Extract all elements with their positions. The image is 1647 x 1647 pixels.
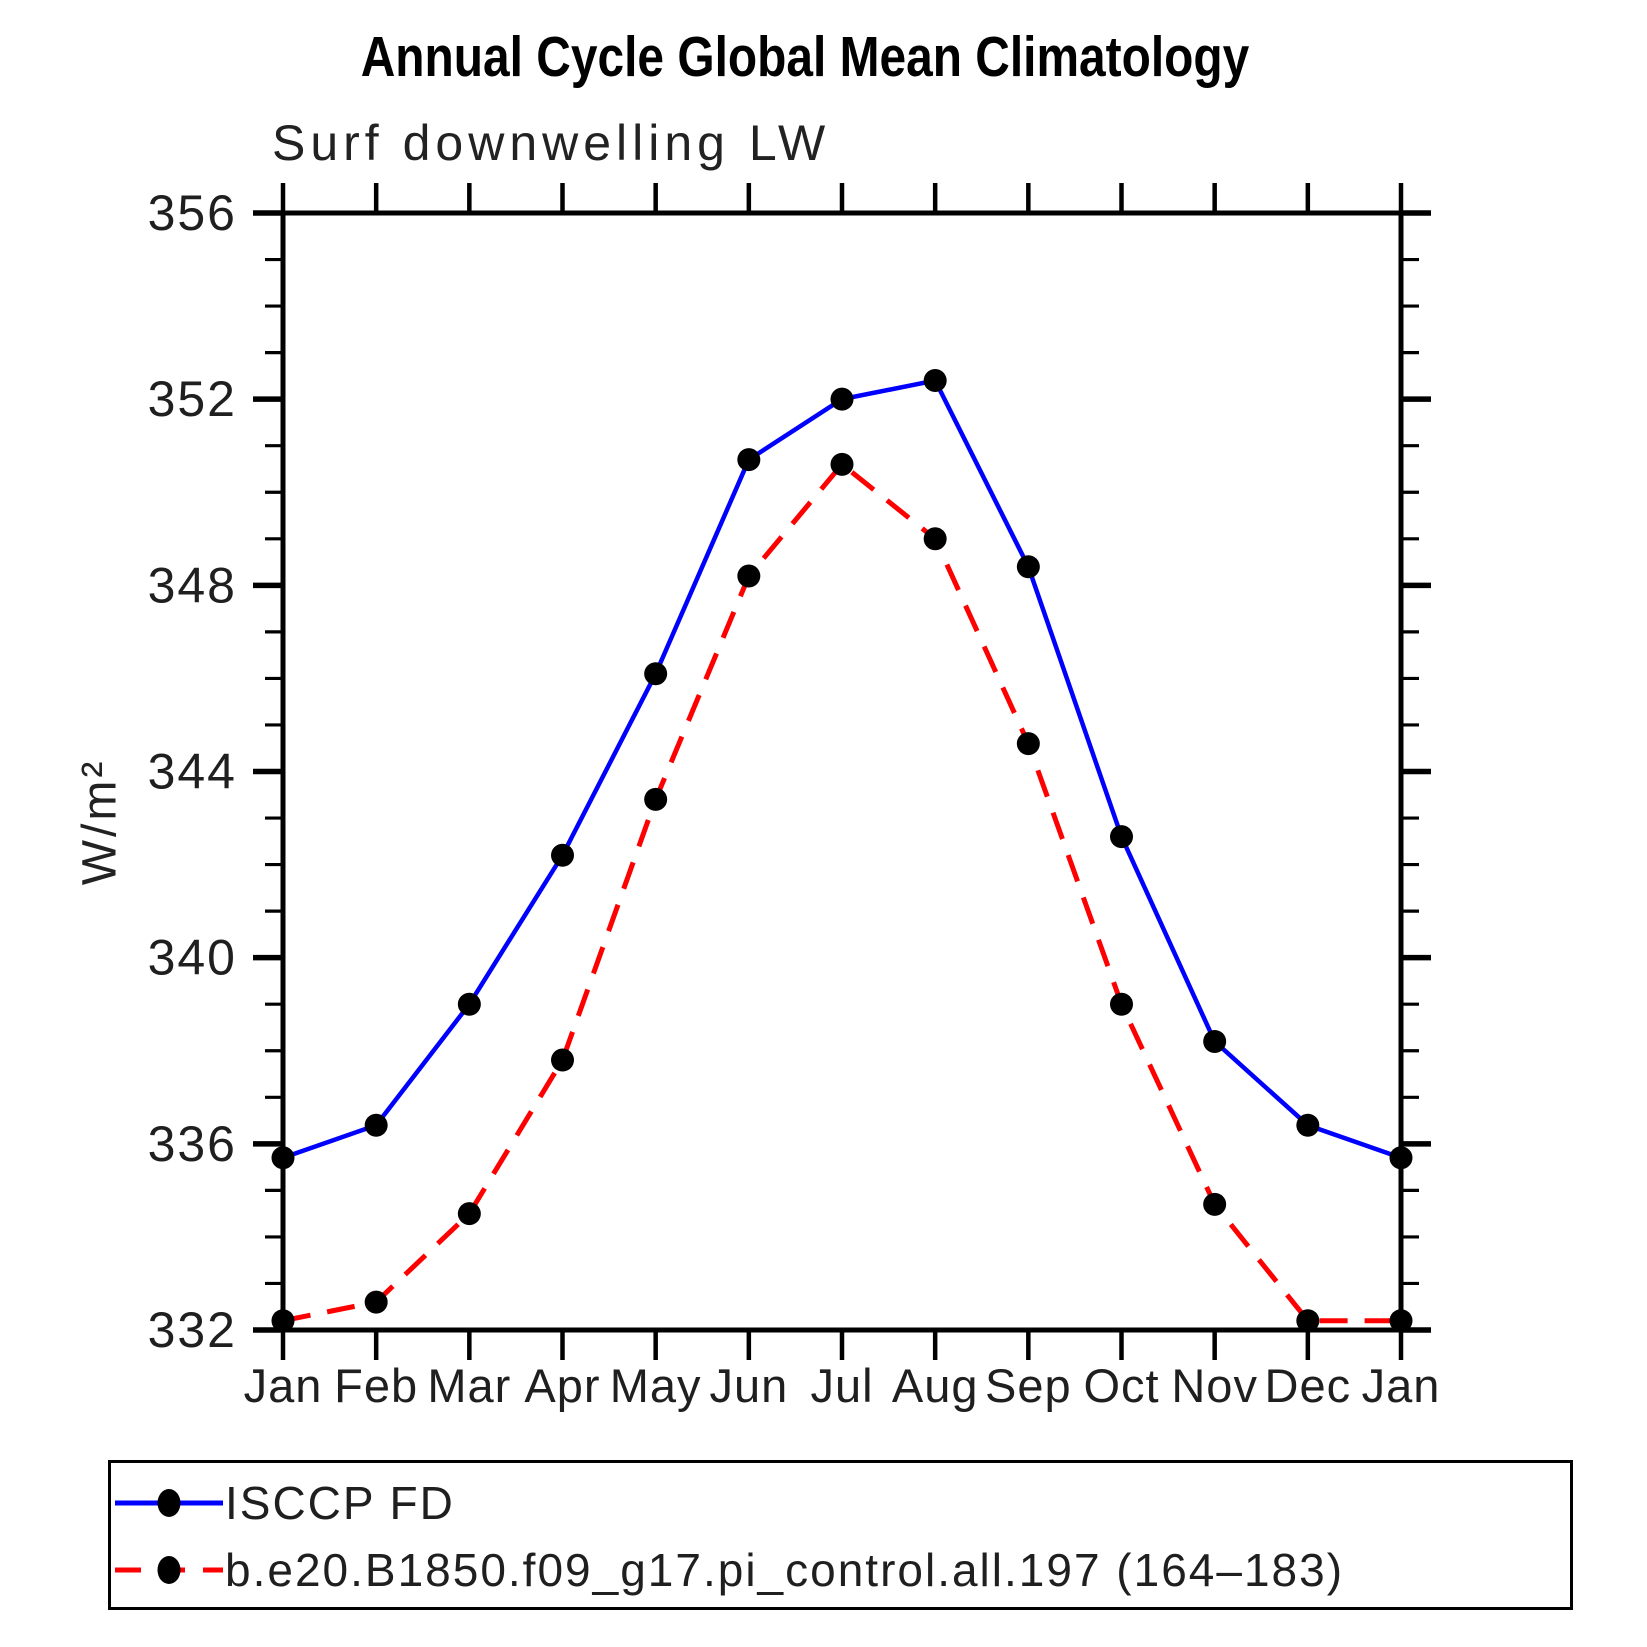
x-tick-label: Jan — [244, 1359, 323, 1412]
x-tick-label: Dec — [1265, 1359, 1352, 1412]
plot-frame — [280, 210, 1404, 1333]
legend-row: ISCCP FD — [115, 1477, 455, 1529]
data-point-marker — [1016, 555, 1040, 579]
x-tick-label: Apr — [524, 1359, 600, 1412]
y-tick-label: 336 — [148, 1116, 237, 1172]
legend-row: b.e20.B1850.f09_g17.pi_control.all.197 (… — [115, 1544, 1344, 1596]
data-point-marker — [1389, 1309, 1413, 1333]
data-point-marker — [1110, 992, 1133, 1016]
data-point-marker — [457, 992, 481, 1016]
y-tick-label: 352 — [148, 371, 237, 427]
y-axis-ticks — [253, 210, 1431, 1333]
data-point-marker — [1296, 1113, 1320, 1137]
y-tick-label: 356 — [148, 185, 237, 241]
legend-sample — [115, 1483, 223, 1523]
series-0 — [271, 369, 1413, 1170]
x-tick-label: Jan — [1362, 1359, 1441, 1412]
data-point-marker — [923, 527, 947, 551]
y-tick-label: 348 — [148, 557, 237, 613]
data-point-marker — [1203, 1192, 1227, 1216]
data-point-marker — [1016, 732, 1040, 756]
data-point-marker — [551, 1048, 574, 1072]
legend-label: ISCCP FD — [225, 1477, 455, 1529]
x-tick-label: Mar — [427, 1359, 511, 1412]
data-point-marker — [1203, 1029, 1227, 1053]
data-point-marker — [644, 787, 668, 811]
y-tick-label: 344 — [148, 744, 237, 800]
data-point-marker — [644, 662, 668, 686]
x-tick-label: Oct — [1083, 1359, 1159, 1412]
data-point-marker — [737, 564, 761, 588]
series-marker-dot-icon — [157, 1489, 181, 1517]
x-tick-label: Sep — [985, 1359, 1072, 1412]
data-point-marker — [1389, 1146, 1413, 1170]
data-point-marker — [923, 369, 947, 393]
y-tick-label: 332 — [148, 1302, 237, 1358]
data-point-marker — [271, 1146, 295, 1170]
data-point-marker — [551, 843, 574, 867]
y-tick-label: 340 — [148, 930, 237, 986]
legend-box: ISCCP FD b.e20.B1850.f09_g17.pi_control.… — [108, 1460, 1573, 1610]
legend-sample — [115, 1550, 223, 1590]
data-point-marker — [1296, 1309, 1320, 1333]
x-tick-label: May — [610, 1359, 702, 1412]
data-point-marker — [737, 448, 761, 472]
legend-label: b.e20.B1850.f09_g17.pi_control.all.197 (… — [225, 1544, 1345, 1596]
chart-subtitle: Surf downwelling LW — [272, 115, 831, 171]
data-point-marker — [830, 452, 854, 476]
data-point-marker — [271, 1309, 295, 1333]
x-tick-label: Nov — [1171, 1359, 1258, 1412]
chart-title: Annual Cycle Global Mean Climatology — [360, 25, 1250, 89]
series-marker-dot-icon — [157, 1556, 181, 1584]
data-point-marker — [364, 1290, 388, 1314]
series-1 — [271, 452, 1413, 1333]
series-line — [282, 460, 1401, 1324]
x-tick-label: Aug — [892, 1359, 979, 1412]
data-point-marker — [1110, 825, 1133, 849]
data-point-marker — [457, 1202, 481, 1226]
x-tick-label: Jun — [709, 1359, 788, 1412]
y-axis-tick-labels: 332 336 340 344 348 352 356 — [148, 185, 237, 1358]
x-tick-label: Jul — [810, 1359, 873, 1412]
series-line — [282, 378, 1402, 1160]
data-point-marker — [830, 387, 854, 411]
data-point-marker — [364, 1113, 388, 1137]
x-axis-tick-labels: Jan Feb Mar Apr May Jun Jul Aug Sep Oct Nov Dec Jan — [244, 1359, 1441, 1412]
x-axis-ticks — [280, 183, 1404, 1360]
x-tick-label: Feb — [334, 1359, 418, 1412]
